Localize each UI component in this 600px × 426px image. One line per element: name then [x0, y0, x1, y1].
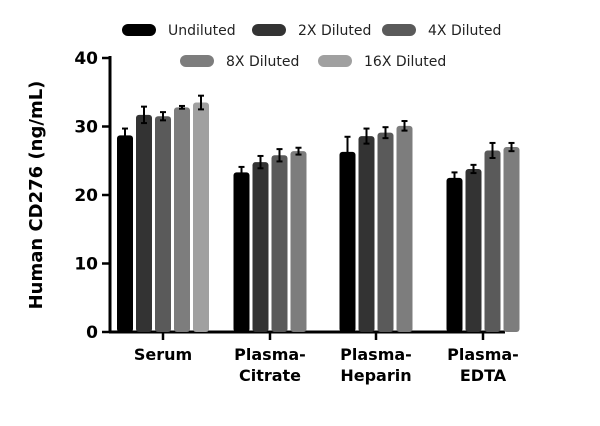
error-bar [451, 171, 458, 185]
bar [174, 107, 190, 332]
bar [396, 125, 413, 332]
x-tick-label: Plasma- [234, 345, 306, 364]
y-tick-label: 30 [74, 118, 98, 138]
error-bar [198, 94, 204, 111]
bar [155, 116, 171, 332]
legend-item: 2X Diluted [252, 23, 371, 39]
legend-swatch [252, 24, 286, 36]
bar [290, 151, 307, 332]
error-bar [489, 141, 496, 160]
error-bar [238, 165, 245, 179]
error-bar [122, 127, 128, 144]
bar [503, 147, 520, 332]
legend-item: 16X Diluted [318, 54, 446, 70]
x-tick-label: Heparin [340, 366, 411, 385]
x-tick-label: Serum [134, 345, 192, 364]
error-bar [470, 163, 477, 175]
error-bar [344, 135, 351, 168]
legend-label: 2X Diluted [298, 23, 371, 39]
bar [339, 151, 356, 332]
bar [465, 168, 482, 332]
legend-label: Undiluted [168, 23, 236, 39]
legend-item: 4X Diluted [382, 23, 501, 39]
error-bar [508, 141, 515, 153]
bar [446, 177, 463, 332]
x-tick-label: Citrate [239, 366, 301, 385]
y-tick-label: 0 [86, 323, 98, 343]
bar [484, 150, 501, 332]
error-bar [382, 126, 389, 140]
error-bar [276, 148, 283, 163]
bar [358, 136, 375, 332]
legend-swatch [382, 24, 416, 36]
legend-swatch [180, 55, 214, 67]
legend-item: Undiluted [122, 23, 236, 39]
bar [377, 132, 394, 332]
x-tick-label: Plasma- [340, 345, 412, 364]
bar [193, 102, 209, 333]
x-tick-label: Plasma- [447, 345, 519, 364]
legend-label: 4X Diluted [428, 23, 501, 39]
bar [233, 172, 250, 332]
bar [271, 155, 288, 332]
bar [252, 162, 269, 332]
legend-swatch [122, 24, 156, 36]
y-axis-label: Human CD276 (ng/mL) [26, 81, 47, 310]
error-bar [401, 120, 408, 132]
legend-swatch [318, 55, 352, 67]
legend-item: 8X Diluted [180, 54, 299, 70]
legend-label: 8X Diluted [226, 54, 299, 70]
bar [117, 135, 133, 332]
y-tick-label: 10 [74, 255, 98, 275]
bar [136, 114, 152, 332]
error-bar [141, 105, 147, 125]
legend-label: 16X Diluted [364, 54, 446, 70]
error-bar [160, 111, 166, 122]
x-tick-label: EDTA [460, 366, 507, 385]
error-bar [363, 127, 370, 145]
error-bar [257, 154, 264, 170]
error-bar [295, 146, 302, 156]
y-tick-label: 40 [74, 49, 98, 69]
error-bar [179, 104, 185, 110]
y-tick-label: 20 [74, 186, 98, 206]
